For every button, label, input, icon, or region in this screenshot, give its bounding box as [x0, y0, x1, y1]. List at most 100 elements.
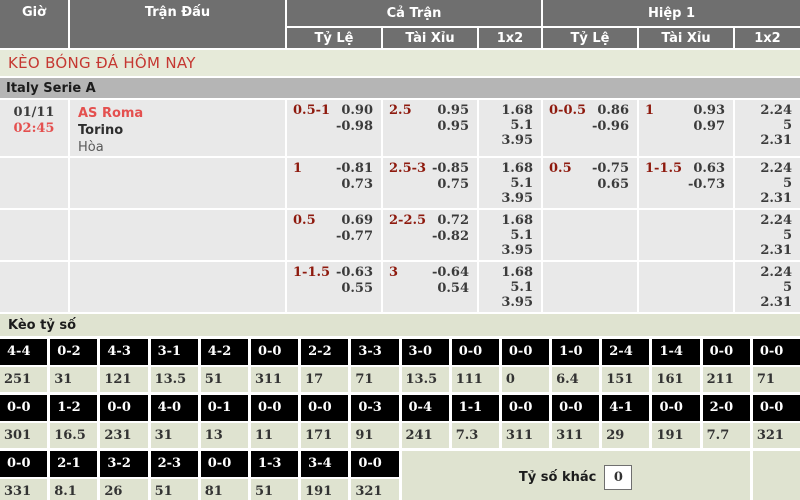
score-odds[interactable]: 71	[752, 367, 800, 392]
odds-value[interactable]: 0.65	[597, 177, 629, 192]
score-label[interactable]: 0-0	[501, 395, 550, 423]
score-bet-cell[interactable]: 2-3 51	[150, 451, 198, 500]
score-bet-cell[interactable]: 4-2 51	[200, 339, 248, 392]
odds-value[interactable]: 0.72	[437, 213, 469, 228]
ft-over-under-cell[interactable]: 3 -0.64 0.54	[383, 262, 477, 312]
score-label[interactable]: 4-2	[200, 339, 248, 367]
score-label[interactable]: 3-0	[401, 339, 449, 367]
score-odds[interactable]: 191	[652, 423, 700, 448]
h1-1x2-cell[interactable]: 2.24 5 2.31	[735, 158, 800, 208]
score-odds[interactable]: 171	[301, 423, 349, 448]
score-label[interactable]: 0-0	[501, 339, 550, 367]
score-odds[interactable]: 11	[250, 423, 299, 448]
score-bet-cell[interactable]: 2-2 17	[301, 339, 349, 392]
score-label[interactable]: 0-0	[250, 339, 299, 367]
score-odds[interactable]: 16.5	[50, 423, 98, 448]
score-label[interactable]: 0-0	[451, 339, 499, 367]
score-bet-cell[interactable]: 0-0 211	[702, 339, 750, 392]
ft-over-under-cell[interactable]: 2.5 0.95 0.95	[383, 100, 477, 156]
odds-value[interactable]: 0.95	[437, 119, 469, 134]
score-odds[interactable]: 71	[351, 367, 399, 392]
odds-value[interactable]: 3.95	[501, 243, 533, 258]
odds-value[interactable]: 5	[782, 176, 792, 191]
score-bet-cell[interactable]: 0-0 71	[752, 339, 800, 392]
ft-over-under-cell[interactable]: 2.5-3 -0.85 0.75	[383, 158, 477, 208]
score-odds[interactable]: 241	[401, 423, 449, 448]
score-bet-cell[interactable]: 1-3 51	[250, 451, 299, 500]
score-label[interactable]: 0-0	[652, 395, 700, 423]
score-odds[interactable]: 251	[0, 367, 48, 392]
score-label[interactable]: 0-0	[702, 339, 750, 367]
odds-value[interactable]: 5.1	[510, 176, 533, 191]
odds-value[interactable]: 0.90	[341, 103, 373, 118]
score-odds[interactable]: 111	[451, 367, 499, 392]
score-bet-cell[interactable]: 2-4 151	[602, 339, 650, 392]
score-bet-cell[interactable]: 1-0 6.4	[552, 339, 600, 392]
score-bet-cell[interactable]: 1-1 7.3	[451, 395, 499, 448]
odds-value[interactable]: 2.24	[760, 265, 792, 280]
score-odds[interactable]: 13.5	[150, 367, 198, 392]
score-bet-cell[interactable]: 0-0 171	[301, 395, 349, 448]
away-team[interactable]: Torino	[78, 123, 124, 138]
score-label[interactable]: 3-3	[351, 339, 399, 367]
score-label[interactable]: 3-2	[100, 451, 148, 479]
score-label[interactable]: 2-2	[301, 339, 349, 367]
odds-value[interactable]: 2.24	[760, 161, 792, 176]
ft-1x2-cell[interactable]: 1.68 5.1 3.95	[479, 100, 541, 156]
h1-1x2-cell[interactable]: 2.24 5 2.31	[735, 100, 800, 156]
score-bet-cell[interactable]: 0-0 311	[552, 395, 600, 448]
odds-value[interactable]: 0.95	[437, 103, 469, 118]
odds-value[interactable]: -0.98	[335, 119, 373, 134]
score-label[interactable]: 1-0	[552, 339, 600, 367]
odds-value[interactable]: 2.31	[760, 243, 792, 258]
odds-value[interactable]: 3.95	[501, 191, 533, 206]
score-bet-cell[interactable]: 3-4 191	[301, 451, 349, 500]
score-label[interactable]: 1-1	[451, 395, 499, 423]
score-label[interactable]: 0-0	[752, 395, 800, 423]
odds-value[interactable]: -0.82	[431, 229, 469, 244]
score-odds[interactable]: 26	[100, 479, 148, 500]
h1-1x2-cell[interactable]: 2.24 5 2.31	[735, 210, 800, 260]
ft-handicap-cell[interactable]: 0.5-1 0.90 -0.98	[287, 100, 381, 156]
odds-value[interactable]: 2.31	[760, 191, 792, 206]
score-odds[interactable]: 0	[501, 367, 550, 392]
score-odds[interactable]: 31	[50, 367, 98, 392]
score-odds[interactable]: 191	[301, 479, 349, 500]
odds-value[interactable]: 1.68	[501, 103, 533, 118]
odds-value[interactable]: 2.24	[760, 103, 792, 118]
odds-value[interactable]: 0.63	[693, 161, 725, 176]
score-odds[interactable]: 121	[100, 367, 148, 392]
odds-value[interactable]: -0.81	[335, 161, 373, 176]
odds-value[interactable]: 5	[782, 280, 792, 295]
score-odds[interactable]: 13.5	[401, 367, 449, 392]
odds-value[interactable]: 5.1	[510, 228, 533, 243]
score-bet-cell[interactable]: 1-2 16.5	[50, 395, 98, 448]
score-bet-cell[interactable]: 0-0 231	[100, 395, 148, 448]
h1-handicap-cell[interactable]: 0-0.5 0.86 -0.96	[543, 100, 637, 156]
score-odds[interactable]: 161	[652, 367, 700, 392]
score-label[interactable]: 0-1	[200, 395, 248, 423]
score-bet-cell[interactable]: 4-4 251	[0, 339, 48, 392]
score-bet-cell[interactable]: 3-3 71	[351, 339, 399, 392]
score-label[interactable]: 0-0	[0, 395, 48, 423]
odds-value[interactable]: 1.68	[501, 161, 533, 176]
score-odds[interactable]: 29	[602, 423, 650, 448]
odds-value[interactable]: 3.95	[501, 133, 533, 148]
odds-value[interactable]: 0.97	[693, 119, 725, 134]
score-bet-cell[interactable]: 0-0 11	[250, 395, 299, 448]
score-label[interactable]: 0-3	[351, 395, 399, 423]
score-label[interactable]: 4-0	[150, 395, 198, 423]
score-label[interactable]: 2-1	[50, 451, 98, 479]
score-odds[interactable]: 321	[752, 423, 800, 448]
odds-value[interactable]: 0.55	[341, 281, 373, 296]
score-label[interactable]: 0-2	[50, 339, 98, 367]
score-odds[interactable]: 51	[150, 479, 198, 500]
score-bet-cell[interactable]: 0-0 191	[652, 395, 700, 448]
score-bet-cell[interactable]: 2-0 7.7	[702, 395, 750, 448]
score-label[interactable]: 0-0	[552, 395, 600, 423]
score-odds[interactable]: 311	[501, 423, 550, 448]
score-odds[interactable]: 151	[602, 367, 650, 392]
score-odds[interactable]: 31	[150, 423, 198, 448]
odds-value[interactable]: 5	[782, 118, 792, 133]
odds-value[interactable]: 2.31	[760, 133, 792, 148]
